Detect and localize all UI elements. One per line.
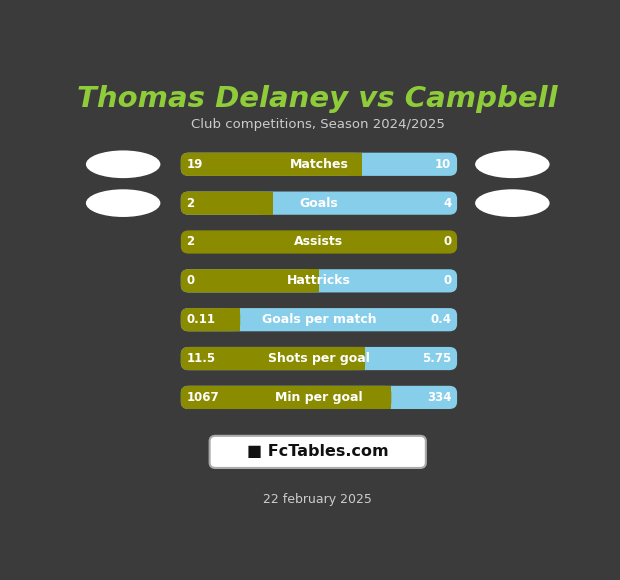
Text: Goals: Goals	[299, 197, 339, 209]
Ellipse shape	[86, 189, 161, 217]
Ellipse shape	[475, 150, 549, 178]
FancyBboxPatch shape	[181, 386, 391, 409]
FancyBboxPatch shape	[181, 230, 457, 253]
Text: 4: 4	[443, 197, 451, 209]
Bar	[308, 269, 319, 292]
Text: ■ FcTables.com: ■ FcTables.com	[247, 444, 389, 459]
FancyBboxPatch shape	[181, 386, 457, 409]
Text: 0.4: 0.4	[430, 313, 451, 326]
Bar	[380, 386, 391, 409]
Text: 2: 2	[187, 235, 195, 248]
Text: Goals per match: Goals per match	[262, 313, 376, 326]
Text: 10: 10	[435, 158, 451, 171]
Text: 5.75: 5.75	[422, 352, 451, 365]
FancyBboxPatch shape	[181, 308, 240, 331]
Text: Assists: Assists	[294, 235, 343, 248]
Text: 0: 0	[187, 274, 195, 287]
FancyBboxPatch shape	[181, 347, 365, 370]
FancyBboxPatch shape	[181, 308, 457, 331]
FancyBboxPatch shape	[181, 347, 457, 370]
Ellipse shape	[86, 150, 161, 178]
Text: Club competitions, Season 2024/2025: Club competitions, Season 2024/2025	[191, 118, 445, 130]
FancyBboxPatch shape	[181, 191, 273, 215]
FancyBboxPatch shape	[181, 269, 457, 292]
FancyBboxPatch shape	[210, 436, 426, 468]
Text: Min per goal: Min per goal	[275, 391, 363, 404]
Text: 334: 334	[427, 391, 451, 404]
Bar	[261, 191, 273, 215]
Text: 22 february 2025: 22 february 2025	[264, 493, 372, 506]
Ellipse shape	[475, 189, 549, 217]
Text: 0: 0	[443, 235, 451, 248]
FancyBboxPatch shape	[181, 191, 457, 215]
FancyBboxPatch shape	[181, 269, 319, 292]
Text: Matches: Matches	[290, 158, 348, 171]
Text: Shots per goal: Shots per goal	[268, 352, 370, 365]
Text: 0: 0	[443, 274, 451, 287]
Text: 0.11: 0.11	[187, 313, 216, 326]
Text: Hattricks: Hattricks	[287, 274, 351, 287]
FancyBboxPatch shape	[181, 153, 362, 176]
Text: 11.5: 11.5	[187, 352, 216, 365]
Text: Thomas Delaney vs Campbell: Thomas Delaney vs Campbell	[78, 85, 558, 113]
Bar	[353, 347, 365, 370]
Text: 19: 19	[187, 158, 203, 171]
Bar	[229, 308, 240, 331]
Bar	[350, 153, 362, 176]
Text: 1067: 1067	[187, 391, 219, 404]
FancyBboxPatch shape	[181, 153, 457, 176]
Text: 2: 2	[187, 197, 195, 209]
